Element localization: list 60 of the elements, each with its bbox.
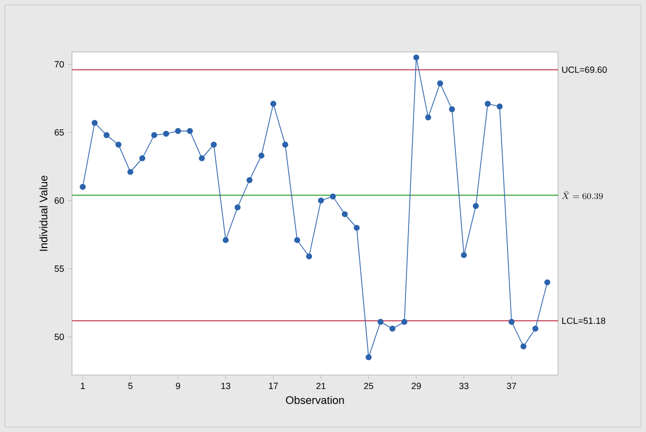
point: [389, 326, 396, 332]
point: [282, 142, 288, 148]
point: [186, 128, 193, 134]
y-tick-label: 60: [54, 197, 64, 204]
point: [449, 106, 455, 112]
x-tick-label: 33: [459, 382, 468, 390]
point: [472, 203, 479, 209]
point: [437, 80, 444, 86]
ref-line-label: LCL=51.18: [562, 318, 606, 324]
x-tick-label: 9: [176, 382, 180, 390]
point: [378, 318, 384, 325]
point: [508, 318, 515, 325]
y-tick-label: 55: [54, 266, 64, 272]
point: [425, 114, 432, 120]
point: [92, 120, 98, 126]
point: [175, 128, 182, 134]
x-tick-label: 21: [316, 382, 326, 390]
y-tick-label: 50: [54, 334, 64, 340]
point: [496, 104, 503, 110]
point: [258, 152, 264, 159]
y-tick-label: 65: [54, 129, 64, 136]
point: [306, 253, 312, 260]
point: [330, 193, 336, 200]
point: [366, 354, 372, 360]
point: [234, 204, 241, 210]
point: [115, 142, 122, 148]
x-tick-label: 17: [269, 382, 278, 389]
point: [484, 100, 491, 107]
point: [139, 155, 146, 162]
y-axis-title: Individual Value: [39, 176, 48, 251]
x-tick-label: 1: [80, 382, 85, 389]
x-axis-title: Observation: [286, 396, 344, 404]
point: [342, 211, 348, 218]
point: [151, 132, 158, 138]
point: [544, 279, 550, 286]
point: [104, 132, 110, 138]
point: [532, 326, 538, 332]
point: [294, 237, 300, 244]
x-tick-label: 25: [364, 382, 374, 390]
point: [401, 318, 408, 325]
ref-line-label: $\bar{X}=60.39$: [562, 191, 603, 200]
point: [163, 130, 170, 137]
point: [318, 198, 324, 204]
point: [270, 100, 276, 107]
x-tick-label: 37: [506, 382, 516, 390]
x-tick-label: 29: [412, 382, 421, 390]
point: [460, 252, 467, 258]
x-tick-label: 5: [128, 382, 132, 390]
point: [222, 237, 229, 244]
point: [198, 155, 205, 162]
y-tick-label: 70: [54, 61, 64, 68]
point: [80, 184, 86, 190]
point: [354, 224, 360, 231]
x-tick-label: 13: [221, 382, 230, 390]
point: [210, 142, 217, 148]
point: [413, 54, 420, 60]
point: [127, 168, 134, 175]
point: [520, 343, 526, 350]
point: [246, 177, 252, 184]
ref-line-label: UCL=69.60: [562, 66, 607, 73]
